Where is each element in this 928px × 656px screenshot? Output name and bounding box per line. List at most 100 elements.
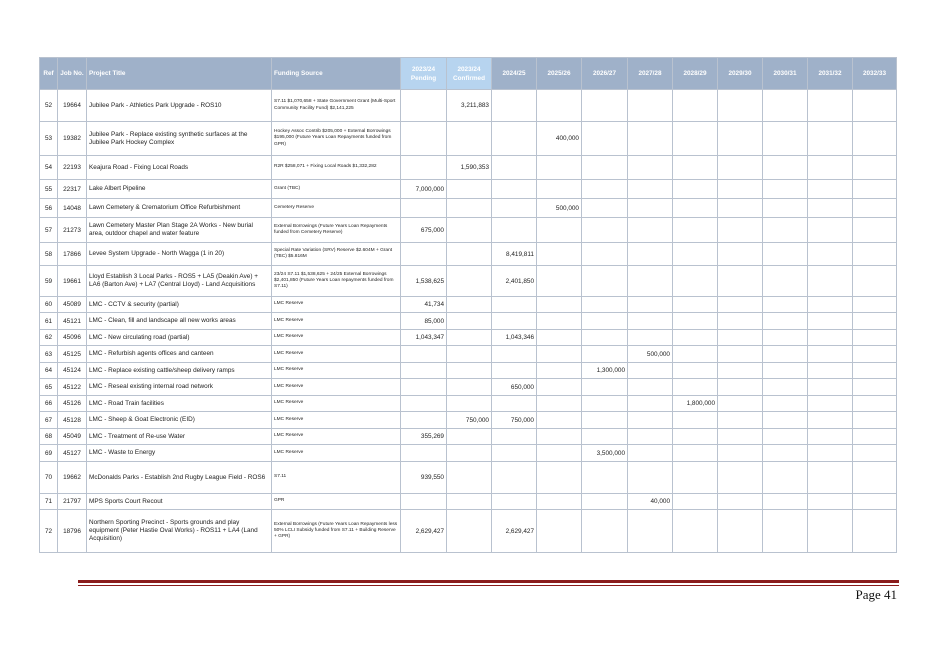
row-amount-cell bbox=[807, 329, 853, 346]
row-amount-cell: 400,000 bbox=[536, 121, 582, 156]
row-amount-cell bbox=[446, 345, 492, 363]
table-row: 64 45124 LMC - Replace existing cattle/she… bbox=[39, 362, 897, 379]
row-amount-cell bbox=[627, 198, 673, 218]
row-amount-cell bbox=[627, 509, 673, 553]
row-amount-cell bbox=[762, 89, 808, 122]
row-amount-cell bbox=[446, 395, 492, 412]
row-amount-cell bbox=[807, 155, 853, 180]
row-ref: 52 bbox=[39, 89, 58, 122]
row-amount-cell bbox=[717, 296, 763, 313]
row-amount-cell bbox=[536, 493, 582, 510]
row-amount-cell bbox=[446, 428, 492, 445]
row-amount-cell bbox=[446, 265, 492, 297]
header-year: 2024/25 bbox=[491, 57, 537, 90]
header-year: 2026/27 bbox=[581, 57, 628, 90]
row-amount-cell bbox=[672, 89, 718, 122]
row-amount-cell bbox=[672, 444, 718, 462]
budget-sheet: Ref Job No. Project Title Funding Source… bbox=[39, 57, 897, 553]
row-amount-cell bbox=[762, 312, 808, 330]
row-amount-cell bbox=[491, 121, 537, 156]
header-year: 2025/26 bbox=[536, 57, 582, 90]
row-amount-cell bbox=[852, 345, 897, 363]
row-amount-cell: 355,269 bbox=[400, 428, 447, 445]
row-amount-cell bbox=[581, 89, 628, 122]
capital-works-table: Ref Job No. Project Title Funding Source… bbox=[39, 57, 897, 553]
row-amount-cell bbox=[627, 329, 673, 346]
header-funding-source: Funding Source bbox=[271, 57, 401, 90]
row-job-no: 17866 bbox=[57, 242, 87, 266]
row-amount-cell bbox=[536, 411, 582, 429]
row-amount-cell: 1,300,000 bbox=[581, 362, 628, 379]
header-year: 2023/24 Pending bbox=[400, 57, 447, 90]
row-ref: 54 bbox=[39, 155, 58, 180]
row-amount-cell bbox=[627, 461, 673, 494]
row-amount-cell: 750,000 bbox=[491, 411, 537, 429]
row-job-no: 21273 bbox=[57, 217, 87, 243]
row-amount-cell: 3,500,000 bbox=[581, 444, 628, 462]
row-amount-cell bbox=[852, 89, 897, 122]
row-amount-cell bbox=[581, 312, 628, 330]
row-job-no: 45121 bbox=[57, 312, 87, 330]
row-amount-cell bbox=[672, 428, 718, 445]
row-amount-cell bbox=[446, 242, 492, 266]
row-amount-cell bbox=[627, 312, 673, 330]
row-amount-cell bbox=[672, 378, 718, 396]
row-amount-cell bbox=[491, 461, 537, 494]
row-funding-source: Special Rate Variation (SRV) Reserve $2.… bbox=[271, 242, 401, 266]
row-amount-cell bbox=[446, 378, 492, 396]
row-amount-cell bbox=[762, 198, 808, 218]
row-amount-cell bbox=[762, 428, 808, 445]
row-amount-cell bbox=[762, 378, 808, 396]
row-amount-cell bbox=[536, 217, 582, 243]
row-amount-cell bbox=[717, 265, 763, 297]
header-job-no: Job No. bbox=[57, 57, 87, 90]
table-row: 72 18796 Northern Sporting Precinct - Spor… bbox=[39, 509, 897, 553]
row-job-no: 22317 bbox=[57, 179, 87, 199]
table-row: 63 45125 LMC - Refurbish agents offices an… bbox=[39, 345, 897, 363]
row-amount-cell bbox=[852, 179, 897, 199]
row-amount-cell bbox=[446, 198, 492, 218]
row-amount-cell bbox=[581, 179, 628, 199]
row-funding-source: Hockey Assoc Contrib $205,000 + External… bbox=[271, 121, 401, 156]
row-project-title: LMC - Replace existing cattle/sheep deli… bbox=[86, 362, 272, 379]
row-amount-cell bbox=[717, 461, 763, 494]
row-amount-cell bbox=[807, 198, 853, 218]
row-amount-cell bbox=[852, 217, 897, 243]
row-funding-source: LMC Reserve bbox=[271, 378, 401, 396]
row-amount-cell bbox=[627, 362, 673, 379]
row-amount-cell bbox=[627, 296, 673, 313]
row-amount-cell bbox=[400, 89, 447, 122]
row-amount-cell bbox=[581, 461, 628, 494]
row-amount-cell bbox=[491, 444, 537, 462]
row-amount-cell bbox=[852, 155, 897, 180]
table-header: Ref Job No. Project Title Funding Source… bbox=[39, 57, 897, 90]
row-ref: 62 bbox=[39, 329, 58, 346]
row-amount-cell bbox=[852, 362, 897, 379]
row-amount-cell: 1,043,347 bbox=[400, 329, 447, 346]
row-amount-cell bbox=[491, 312, 537, 330]
row-amount-cell bbox=[807, 378, 853, 396]
row-amount-cell bbox=[672, 296, 718, 313]
row-amount-cell bbox=[762, 362, 808, 379]
row-amount-cell bbox=[717, 179, 763, 199]
row-amount-cell bbox=[581, 265, 628, 297]
row-amount-cell bbox=[807, 362, 853, 379]
row-ref: 69 bbox=[39, 444, 58, 462]
row-amount-cell: 1,538,625 bbox=[400, 265, 447, 297]
row-amount-cell bbox=[672, 217, 718, 243]
header-year: 2032/33 bbox=[852, 57, 897, 90]
row-amount-cell: 650,000 bbox=[491, 378, 537, 396]
row-amount-cell bbox=[536, 378, 582, 396]
table-row: 70 19662 McDonalds Parks - Establish 2nd R… bbox=[39, 461, 897, 494]
row-amount-cell bbox=[672, 509, 718, 553]
row-amount-cell bbox=[762, 155, 808, 180]
row-amount-cell bbox=[717, 89, 763, 122]
row-ref: 59 bbox=[39, 265, 58, 297]
row-amount-cell: 41,734 bbox=[400, 296, 447, 313]
row-job-no: 22193 bbox=[57, 155, 87, 180]
row-amount-cell bbox=[536, 329, 582, 346]
row-amount-cell bbox=[807, 89, 853, 122]
row-amount-cell bbox=[536, 89, 582, 122]
row-amount-cell bbox=[627, 428, 673, 445]
row-job-no: 45126 bbox=[57, 395, 87, 412]
